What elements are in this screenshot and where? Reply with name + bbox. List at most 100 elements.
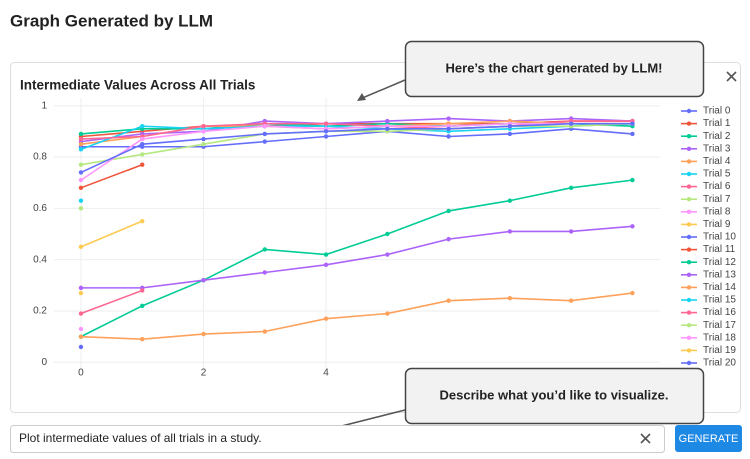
data-point — [507, 124, 513, 129]
callout-top: Here’s the chart generated by LLM! — [357, 40, 705, 101]
data-point — [201, 124, 206, 129]
y-tick-label: 1 — [41, 100, 47, 111]
data-point — [140, 162, 145, 167]
data-point — [201, 129, 206, 134]
clear-icon[interactable] — [640, 433, 651, 444]
data-point — [201, 277, 206, 283]
data-point — [446, 116, 451, 121]
legend-label: Trial 2 — [703, 131, 731, 142]
x-tick-label: 4 — [323, 368, 329, 379]
legend-marker — [686, 171, 692, 177]
data-point — [385, 252, 390, 257]
legend-marker — [686, 234, 692, 240]
y-tick-label: 0.2 — [33, 306, 47, 317]
data-point — [262, 131, 267, 137]
page-title: Graph Generated by LLM — [10, 11, 213, 30]
data-point — [630, 290, 635, 296]
data-point — [78, 136, 84, 142]
legend-marker — [686, 247, 692, 252]
data-point — [140, 303, 145, 309]
data-point — [78, 131, 84, 137]
callout-text: Describe what you’d like to visualize. — [439, 387, 668, 402]
data-point — [446, 298, 451, 303]
data-point — [140, 136, 145, 142]
data-point — [78, 311, 84, 316]
prompt-text[interactable]: Plot intermediate values of all trials i… — [19, 431, 262, 445]
data-point — [323, 121, 329, 126]
data-point — [78, 206, 84, 211]
data-point — [446, 236, 451, 242]
legend-label: Trial 19 — [703, 345, 736, 356]
y-tick-label: 0.4 — [33, 254, 47, 265]
data-point — [78, 177, 84, 183]
data-point — [323, 129, 329, 134]
data-point — [568, 185, 574, 191]
legend-marker — [686, 197, 692, 202]
data-point — [140, 288, 145, 293]
legend-marker — [686, 348, 692, 353]
legend-marker — [686, 335, 692, 340]
close-icon[interactable] — [726, 71, 737, 82]
data-point — [78, 285, 84, 291]
legend-marker — [686, 146, 692, 151]
legend-marker — [686, 209, 692, 214]
generate-button[interactable] — [675, 425, 742, 452]
data-point — [630, 121, 635, 126]
data-point — [78, 147, 84, 152]
y-tick-label: 0 — [41, 357, 47, 368]
data-point — [568, 121, 574, 126]
callout-text: Here’s the chart generated by LLM! — [446, 60, 663, 75]
legend-label: Trial 20 — [703, 358, 736, 369]
data-point — [78, 244, 84, 250]
legend-label: Trial 13 — [703, 269, 736, 280]
legend-label: Trial 10 — [703, 232, 736, 243]
series-line — [80, 289, 143, 315]
data-point — [140, 152, 145, 157]
data-point — [630, 224, 635, 229]
legend-label: Trial 9 — [703, 219, 731, 230]
legend-marker — [686, 285, 692, 290]
legend-marker — [686, 108, 692, 114]
data-point — [201, 136, 206, 142]
series-line — [80, 117, 633, 143]
series-line — [80, 122, 633, 166]
legend-marker — [686, 297, 692, 303]
data-point — [78, 326, 84, 332]
legend-label: Trial 18 — [703, 332, 736, 343]
data-point — [262, 270, 267, 275]
data-point — [262, 124, 267, 129]
data-point — [140, 218, 145, 224]
chart-title: Intermediate Values Across All Trials — [20, 78, 255, 93]
series-line — [80, 225, 633, 289]
legend-marker — [686, 134, 692, 139]
legend-marker — [686, 310, 692, 315]
legend-marker — [686, 272, 692, 277]
series-line — [80, 122, 633, 174]
legend-label: Trial 1 — [703, 118, 731, 129]
legend-label: Trial 6 — [703, 181, 731, 192]
series-line — [80, 163, 143, 189]
generate-label[interactable]: GENERATE — [679, 433, 739, 445]
x-tick-label: 0 — [78, 368, 84, 379]
legend-label: Trial 14 — [703, 282, 736, 293]
legend-label: Trial 4 — [703, 156, 731, 167]
data-point — [78, 170, 84, 175]
legend-label: Trial 7 — [703, 194, 731, 205]
prompt-input[interactable] — [10, 425, 665, 453]
legend-marker — [686, 260, 692, 265]
x-tick-label: 2 — [201, 368, 207, 379]
data-point — [140, 124, 145, 129]
data-point — [78, 290, 84, 296]
data-point — [262, 139, 267, 144]
data-point — [446, 126, 451, 131]
data-point — [323, 252, 329, 257]
legend-label: Trial 15 — [703, 295, 736, 306]
legend-label: Trial 0 — [703, 106, 731, 117]
legend-label: Trial 11 — [703, 244, 736, 255]
series-line — [80, 292, 633, 341]
legend-marker — [686, 323, 692, 328]
data-point — [446, 134, 451, 139]
legend-label: Trial 12 — [703, 257, 736, 268]
